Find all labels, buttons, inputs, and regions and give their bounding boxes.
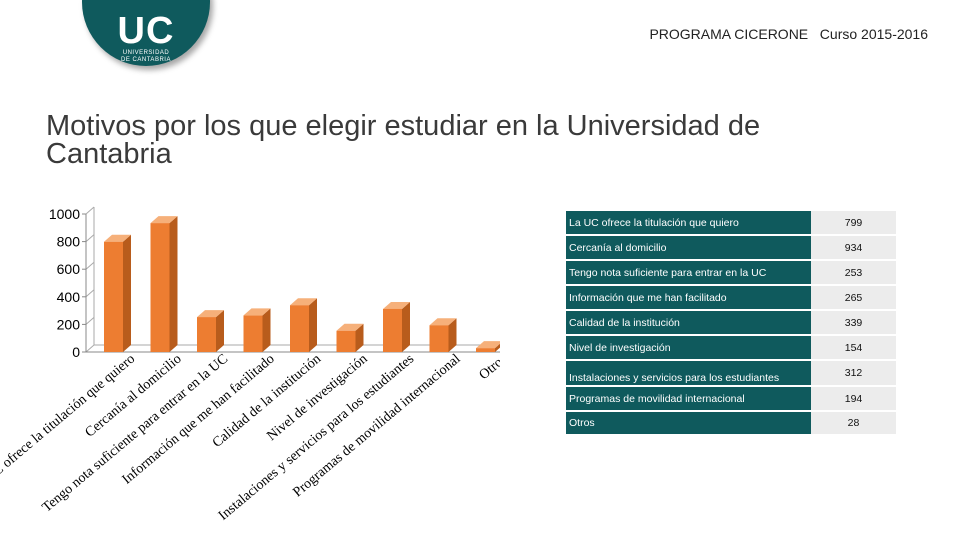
table-row: Tengo nota suficiente para entrar en la …: [566, 261, 896, 284]
bar: [243, 315, 263, 352]
bar-top: [104, 234, 131, 242]
bar-side: [309, 298, 317, 352]
data-table: La UC ofrece la titulación que quiero 79…: [566, 209, 896, 436]
table-row: Calidad de la institución 339: [566, 311, 896, 334]
chart-bars: [104, 216, 500, 352]
bar: [104, 241, 123, 352]
x-tick-label: La UC ofrece la titulación que quiero: [0, 352, 138, 498]
y-tick-label: 400: [57, 289, 81, 305]
x-tick-label: Programas de movilidad internacional: [290, 352, 463, 501]
bar-side: [216, 310, 224, 352]
table-cell-value: 265: [811, 286, 896, 309]
table-row: Otros 28: [566, 412, 896, 434]
table-row: La UC ofrece la titulación que quiero 79…: [566, 211, 896, 234]
bar-side: [123, 234, 131, 352]
bar: [476, 348, 495, 352]
y-tick-label: 1000: [49, 206, 80, 222]
x-tick-label: Otros: [477, 352, 500, 383]
table-cell-value: 28: [811, 412, 896, 434]
bar: [336, 330, 356, 352]
table-cell-label: Calidad de la institución: [566, 311, 811, 334]
y-tick-depth: [85, 261, 95, 270]
program-header: PROGRAMA CICERONE Curso 2015-2016: [649, 26, 928, 42]
logo-line-2: DE CANTABRIA: [121, 57, 171, 63]
table-cell-label: Cercanía al domicilio: [566, 236, 811, 259]
table-cell-label: Tengo nota suficiente para entrar en la …: [566, 261, 811, 284]
y-tick-label: 0: [72, 344, 80, 360]
y-tick-label: 200: [57, 316, 81, 332]
bar-side: [355, 323, 364, 352]
x-axis-labels: La UC ofrece la titulación que quieroCer…: [0, 352, 500, 524]
y-tick-depth: [85, 317, 95, 325]
bar: [197, 317, 216, 352]
bar-chart: 0 200 400 600 800 1000 La UC ofrece la titula…: [0, 206, 500, 524]
table-cell-label: Nivel de investigación: [566, 336, 811, 359]
university-logo: UC UNIVERSIDAD DE CANTABRIA: [82, 0, 210, 66]
y-axis-labels: 0 200 400 600 800 1000: [49, 206, 95, 360]
table-cell-value: 934: [811, 236, 896, 259]
x-tick-label: Tengo nota suficiente para entrar en la …: [40, 352, 231, 516]
bar-side: [495, 343, 500, 352]
table-cell-value: 339: [811, 311, 896, 334]
table-cell-label: La UC ofrece la titulación que quiero: [566, 211, 811, 234]
table-row: Programas de movilidad internacional 194: [566, 387, 896, 410]
y-tick-depth: [85, 206, 95, 215]
table-cell-label: Otros: [566, 412, 811, 434]
y-tick-label: 800: [57, 234, 81, 250]
bar: [429, 325, 449, 352]
table-row: Instalaciones y servicios para los estud…: [566, 361, 896, 385]
page-title: Motivos por los que elegir estudiar en l…: [46, 110, 761, 170]
bar-side: [402, 301, 410, 352]
table-cell-value: 194: [811, 387, 896, 410]
table-cell-value: 312: [811, 361, 896, 385]
bar-side: [262, 308, 271, 352]
bar-top: [336, 323, 364, 331]
bar-top: [150, 216, 178, 224]
bar-top: [197, 310, 224, 318]
y-tick-label: 600: [57, 261, 81, 277]
y-tick-depth: [85, 344, 95, 353]
table-cell-value: 154: [811, 336, 896, 359]
table-cell-label: Instalaciones y servicios para los estud…: [566, 361, 811, 385]
table-cell-label: Programas de movilidad internacional: [566, 387, 811, 410]
table-row: Cercanía al domicilio 934: [566, 236, 896, 259]
bar: [150, 223, 170, 352]
table-cell-label: Información que me han facilitado: [566, 286, 811, 309]
y-tick-depth: [85, 234, 95, 242]
bar: [290, 305, 309, 352]
table-cell-value: 799: [811, 211, 896, 234]
table-cell-value: 253: [811, 261, 896, 284]
logo-letters: UC: [117, 10, 175, 52]
table-row: Información que me han facilitado 265: [566, 286, 896, 309]
table-row: Nivel de investigación 154: [566, 336, 896, 359]
bar-side: [448, 318, 457, 352]
bar: [383, 308, 402, 352]
bar-side: [169, 216, 178, 352]
bar-top: [429, 318, 457, 326]
bar-top: [290, 298, 317, 306]
logo-line-1: UNIVERSIDAD: [122, 50, 170, 56]
bar-top: [243, 308, 271, 316]
bar-top: [383, 301, 410, 309]
y-tick-depth: [85, 289, 95, 298]
